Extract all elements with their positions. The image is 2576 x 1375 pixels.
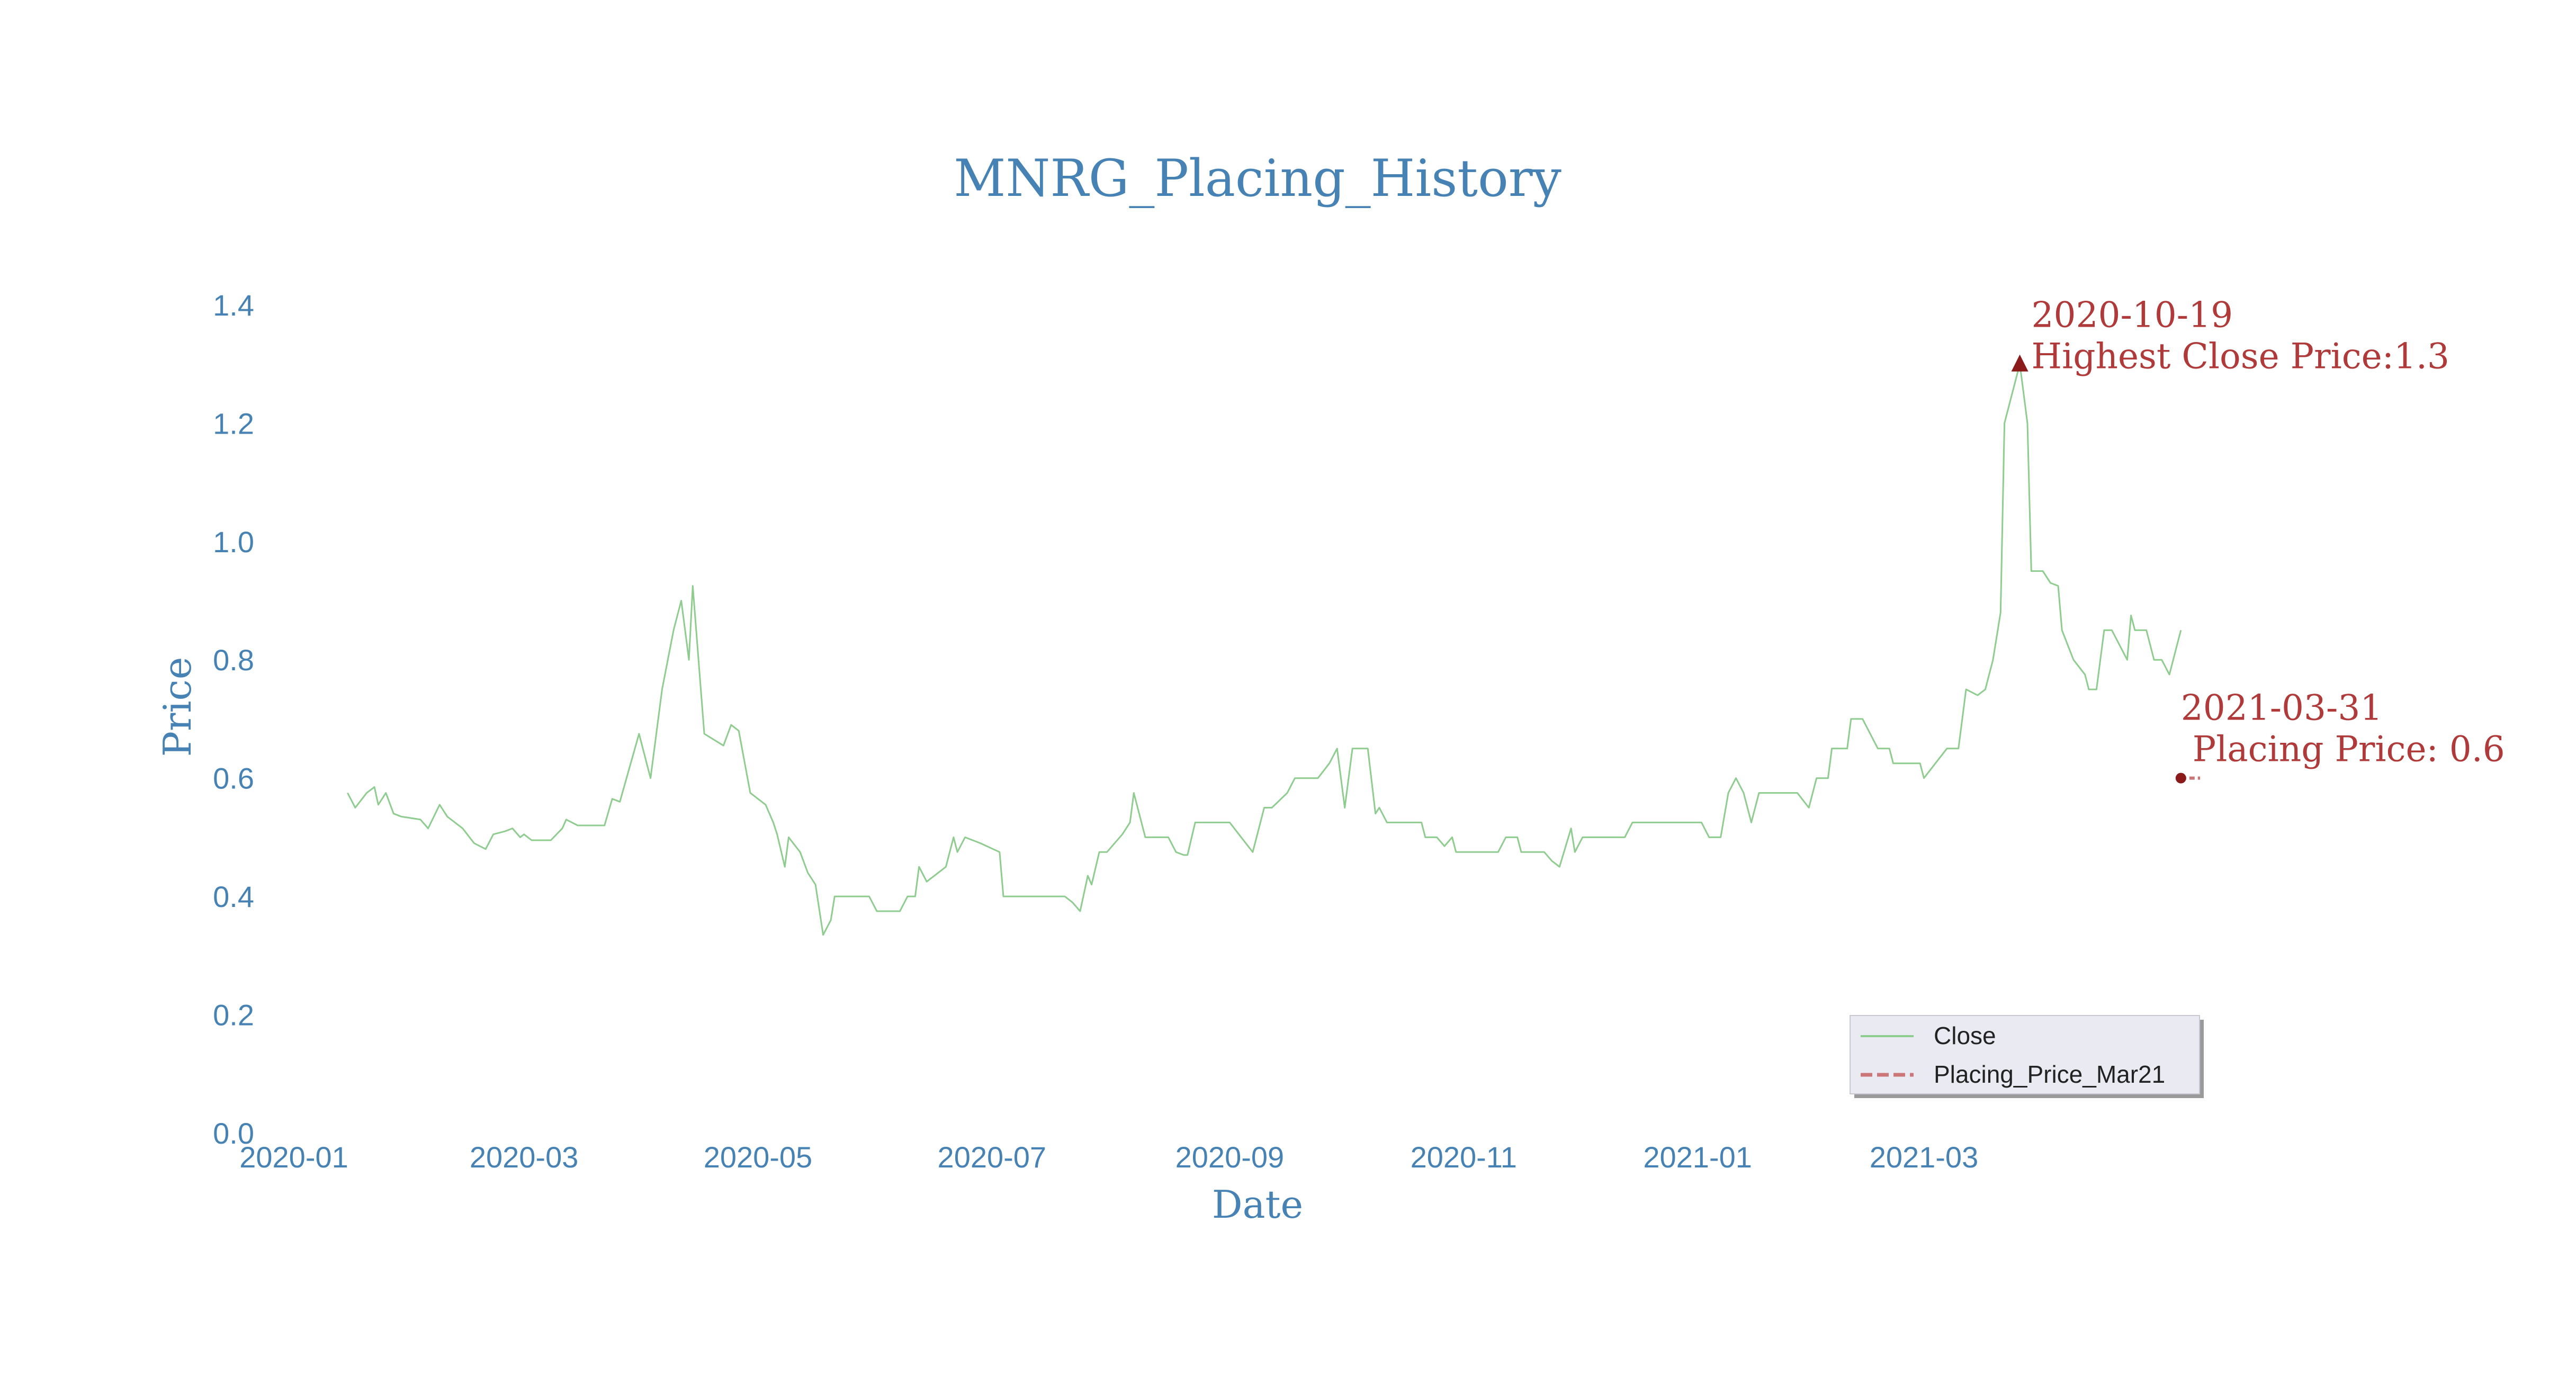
x-tick-label: 2020-03 xyxy=(470,1140,579,1174)
y-tick-label: 1.4 xyxy=(213,289,254,322)
x-axis-ticks: 2020-01 2020-03 2020-05 2020-07 2020-09 2020-… xyxy=(239,1140,1978,1174)
series-line-close xyxy=(347,363,2182,936)
annotation-placing-label: Placing Price: 0.6 xyxy=(2193,729,2505,770)
placing-marker xyxy=(2175,772,2186,784)
x-tick-label: 2020-11 xyxy=(1411,1140,1517,1174)
x-tick-label: 2020-01 xyxy=(239,1140,348,1174)
legend: Close Placing_Price_Mar21 xyxy=(1850,1015,2204,1098)
legend-label-placing: Placing_Price_Mar21 xyxy=(1934,1061,2165,1088)
y-tick-label: 0.0 xyxy=(213,1117,254,1150)
y-tick-label: 0.4 xyxy=(213,880,254,913)
y-tick-label: 0.2 xyxy=(213,999,254,1032)
annotation-placing-date: 2021-03-31 xyxy=(2181,688,2383,729)
annotation-peak-date: 2020-10-19 xyxy=(2032,295,2233,336)
annotation-peak-label: Highest Close Price:1.3 xyxy=(2032,336,2449,377)
y-tick-label: 0.8 xyxy=(213,643,254,677)
y-axis-label: Price xyxy=(155,657,200,757)
x-tick-label: 2021-03 xyxy=(1870,1140,1979,1174)
chart-title: MNRG_Placing_History xyxy=(954,149,1561,208)
y-tick-label: 1.0 xyxy=(213,525,254,559)
legend-label-close: Close xyxy=(1934,1022,1996,1049)
x-tick-label: 2020-07 xyxy=(938,1140,1047,1174)
x-axis-label: Date xyxy=(1212,1182,1303,1227)
legend-box xyxy=(1850,1015,2200,1094)
y-tick-label: 0.6 xyxy=(213,762,254,795)
peak-marker xyxy=(2011,354,2029,372)
y-tick-label: 1.2 xyxy=(213,407,254,440)
x-tick-label: 2020-09 xyxy=(1175,1140,1285,1174)
y-axis-ticks: 0.0 0.2 0.4 0.6 0.8 1.0 1.2 1.4 xyxy=(213,289,254,1150)
x-tick-label: 2020-05 xyxy=(704,1140,813,1174)
x-tick-label: 2021-01 xyxy=(1643,1140,1752,1174)
